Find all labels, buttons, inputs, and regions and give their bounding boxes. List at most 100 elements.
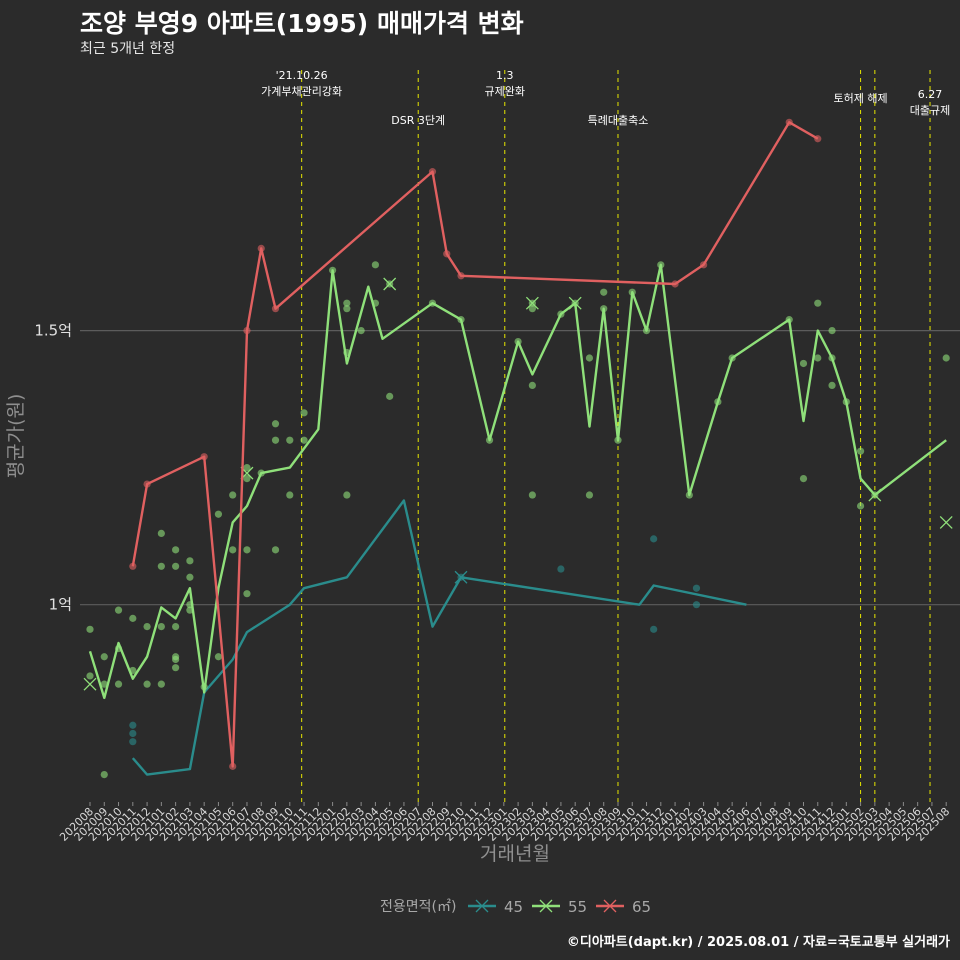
data-point [157, 680, 165, 688]
data-point [86, 625, 94, 633]
data-point [799, 474, 808, 483]
data-point [343, 299, 351, 307]
data-point [172, 562, 180, 570]
legend-swatch-cross [475, 899, 489, 913]
data-point [143, 622, 151, 631]
legend-label: 65 [632, 898, 651, 916]
y-tick-label: 1억 [49, 596, 72, 614]
data-point [229, 546, 237, 554]
event-label: 특례대출축소 [588, 114, 649, 127]
data-point [286, 436, 294, 444]
data-point [942, 354, 950, 362]
data-point [343, 305, 351, 313]
data-point [129, 614, 137, 622]
data-point [186, 557, 194, 565]
legend-swatch-cross [603, 899, 617, 913]
series-line [131, 499, 747, 776]
data-point [692, 601, 701, 609]
data-point [650, 625, 658, 633]
legend-label: 55 [568, 898, 587, 916]
data-point [157, 529, 165, 538]
data-point [856, 502, 865, 510]
data-point [692, 584, 701, 592]
data-point [243, 590, 251, 598]
series-65 [129, 118, 822, 770]
data-point [243, 474, 251, 483]
data-point [114, 680, 123, 688]
source-caption: ©디아파트(dapt.kr) / 2025.08.01 / 자료=국토교통부 실… [566, 935, 950, 950]
data-point [214, 510, 223, 518]
data-point-cross [868, 488, 882, 502]
data-point [814, 299, 822, 307]
series-line [131, 121, 819, 768]
data-point [528, 381, 536, 390]
data-point [243, 546, 251, 554]
chart-subtitle: 최근 5개년 한정 [80, 41, 176, 57]
data-point [157, 562, 165, 570]
x-axis-title: 거래년월 [480, 843, 550, 865]
legend: 전용면적(㎡) 45 55 65 [380, 898, 651, 916]
series-45 [129, 499, 747, 776]
data-point [371, 261, 379, 269]
data-point-cross [939, 515, 953, 529]
event-label-line: 특례대출축소 [588, 114, 649, 127]
event-label: 6.27 대출규제 [910, 88, 950, 117]
event-label: 1.3 규제완화 [485, 69, 525, 98]
data-point [129, 721, 137, 729]
event-label-line: '21.10.26 [276, 69, 328, 82]
data-point [186, 573, 194, 581]
data-point [650, 535, 658, 543]
event-label: DSR 3단계 [391, 114, 445, 127]
data-point-cross [454, 570, 468, 584]
event-label-line: 가계부채관리강화 [261, 85, 342, 98]
data-point [799, 359, 808, 368]
data-point [100, 770, 108, 779]
data-point [172, 622, 180, 631]
data-point [271, 436, 280, 444]
data-point [585, 491, 594, 499]
data-point [172, 664, 180, 672]
data-point [86, 672, 94, 680]
event-label: '21.10.26 가계부채관리강화 [261, 69, 342, 98]
data-point [143, 680, 151, 688]
data-point-cross [568, 296, 582, 310]
data-point [172, 655, 180, 664]
data-point [114, 606, 123, 614]
legend-label: 45 [504, 898, 523, 916]
y-tick-label: 1.5억 [34, 322, 72, 340]
data-point [129, 738, 137, 746]
data-point [828, 326, 836, 335]
data-point [856, 447, 865, 455]
legend-swatch-cross [539, 899, 553, 913]
data-point [814, 354, 822, 362]
event-label-line: 토허제 해제 [834, 91, 888, 105]
y-axis-title: 평균가(원) [5, 394, 27, 479]
data-point-cross [83, 677, 97, 691]
data-point [100, 653, 108, 661]
x-axis: 2020082020092020102020112020122021012021… [57, 802, 952, 844]
event-label: 토허제 해제 [834, 91, 888, 105]
data-point [343, 491, 351, 499]
data-point [600, 288, 608, 296]
event-label-line: 규제완화 [485, 85, 525, 98]
data-point [528, 491, 536, 499]
data-point [357, 326, 365, 335]
chart-title: 조양 부영9 아파트(1995) 매매가격 변화 [80, 9, 524, 38]
data-point [129, 729, 137, 738]
data-point [172, 546, 180, 554]
series-55 [83, 261, 953, 779]
data-point [157, 622, 165, 631]
data-point [271, 420, 280, 428]
data-point [585, 354, 594, 362]
data-point [100, 680, 108, 688]
y-axis: 1억 1.5억 [34, 322, 72, 614]
event-label-line: DSR 3단계 [391, 114, 445, 127]
data-point [286, 491, 294, 499]
data-point [557, 565, 565, 573]
data-point [243, 464, 251, 472]
data-point [229, 491, 237, 499]
data-point [828, 381, 836, 390]
event-label-line: 6.27 [918, 88, 943, 101]
